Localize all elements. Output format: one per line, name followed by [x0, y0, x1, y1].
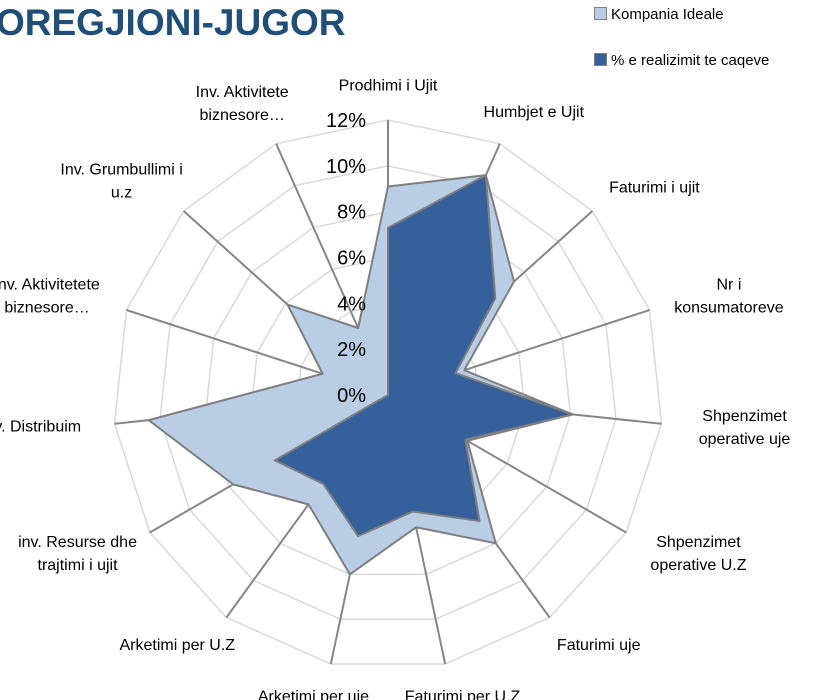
legend-swatch [594, 53, 607, 66]
category-label: Arketimi per uje [257, 688, 370, 700]
category-label: Faturimi per U.Z [404, 688, 521, 700]
category-label: Faturimi uje [556, 636, 641, 654]
legend-label: % e realizimit te caqeve [611, 52, 770, 69]
category-label: inv. Resurse dhe trajtimi i ujit [18, 534, 137, 575]
r-tick-label: 8% [337, 202, 366, 224]
r-tick-label: 12% [326, 110, 366, 132]
legend-item: Kompania Ideale [594, 6, 724, 23]
category-label: Prodhimi i Ujit [338, 77, 438, 95]
grid-ring [159, 165, 617, 620]
category-label: Arketimi per U.Z [119, 636, 236, 654]
category-label: Nr i konsumatoreve [674, 276, 784, 317]
category-label: inv. Aktivitetete biznesore… [0, 276, 100, 317]
r-tick-label: 10% [326, 156, 366, 178]
r-tick-label: 4% [337, 293, 366, 315]
legend-swatch [594, 7, 607, 20]
category-label: Humbjet e Ujit [483, 104, 585, 122]
r-tick-label: 0% [337, 385, 366, 407]
legend-item: % e realizimit te caqeve [594, 52, 769, 69]
category-label: Inv. Aktivitete biznesore… [195, 84, 289, 125]
r-tick-label: 6% [337, 248, 366, 270]
r-tick-label: 2% [337, 339, 366, 361]
legend-label: Kompania Ideale [611, 6, 724, 23]
category-label: Faturimi i ujit [609, 179, 700, 197]
category-label: inv. Distribuim [0, 418, 82, 436]
series-area [273, 174, 574, 538]
grid-ring [113, 119, 663, 665]
category-label: Inv. Grumbullimi i u.z [60, 161, 183, 202]
grid-ring [204, 210, 572, 576]
chart-title: OREGJIONI-JUGOR [0, 2, 346, 43]
category-label: Shpenzimet operative uje [698, 408, 791, 449]
category-label: Shpenzimet operative U.Z [650, 534, 747, 575]
